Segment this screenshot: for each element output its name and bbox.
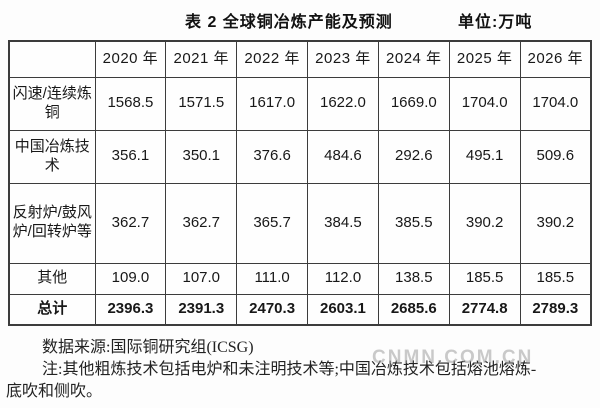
value-cell: 495.1: [448, 129, 521, 184]
value-cell: 109.0: [94, 262, 167, 295]
value-cell: 1617.0: [236, 76, 309, 131]
year-header-cell: 2022 年: [236, 40, 309, 78]
value-cell: 1704.0: [519, 76, 592, 131]
value-cell: 384.5: [307, 182, 379, 264]
value-cell: 2603.1: [307, 293, 379, 326]
value-cell: 376.6: [236, 129, 309, 184]
value-cell: 390.2: [519, 182, 592, 264]
year-header-cell: 2025 年: [448, 40, 521, 78]
year-header-cell: 2024 年: [377, 40, 450, 78]
value-cell: 112.0: [307, 262, 379, 295]
value-cell: 356.1: [94, 129, 167, 184]
capacity-table: 2020 年 2021 年 2022 年 2023 年 2024 年 2025 …: [8, 40, 592, 326]
value-cell: 2396.3: [94, 293, 167, 326]
value-cell: 138.5: [377, 262, 450, 295]
table-header-row: 2020 年 2021 年 2022 年 2023 年 2024 年 2025 …: [8, 40, 592, 78]
value-cell: 2391.3: [165, 293, 238, 326]
value-cell: 185.5: [448, 262, 521, 295]
value-cell: 365.7: [236, 182, 309, 264]
year-header-cell: 2021 年: [165, 40, 238, 78]
table-row: 闪速/连续炼铜 1568.5 1571.5 1617.0 1622.0 1669…: [8, 76, 592, 131]
value-cell: 1704.0: [448, 76, 521, 131]
value-cell: 2470.3: [236, 293, 309, 326]
table-row: 反射炉/鼓风炉/回转炉等 362.7 362.7 365.7 384.5 385…: [8, 182, 592, 264]
source-note: 数据来源:国际铜研究组(ICSG): [42, 339, 254, 356]
technical-note-line2: 底吹和侧吹。: [6, 383, 103, 400]
value-cell: 1622.0: [307, 76, 379, 131]
row-label: 其他: [8, 262, 96, 295]
corner-cell: [8, 40, 96, 78]
value-cell: 1568.5: [94, 76, 167, 131]
value-cell: 292.6: [377, 129, 450, 184]
title-row: 表 2 全球铜冶炼产能及预测 单位:万吨: [0, 6, 600, 31]
year-header-cell: 2023 年: [307, 40, 379, 78]
value-cell: 390.2: [448, 182, 521, 264]
value-cell: 185.5: [519, 262, 592, 295]
value-cell: 484.6: [307, 129, 379, 184]
footnotes: 数据来源:国际铜研究组(ICSG) 注:其他粗炼技术包括电炉和未注明技术等;中国…: [6, 337, 594, 403]
row-label: 闪速/连续炼铜: [8, 76, 96, 131]
value-cell: 350.1: [165, 129, 238, 184]
value-cell: 111.0: [236, 262, 309, 295]
table-row: 中国冶炼技术 356.1 350.1 376.6 484.6 292.6 495…: [8, 129, 592, 184]
value-cell: 362.7: [165, 182, 238, 264]
value-cell: 509.6: [519, 129, 592, 184]
value-cell: 107.0: [165, 262, 238, 295]
value-cell: 1669.0: [377, 76, 450, 131]
value-cell: 2789.3: [519, 293, 592, 326]
table-total-row: 总计 2396.3 2391.3 2470.3 2603.1 2685.6 27…: [8, 293, 592, 326]
value-cell: 2685.6: [377, 293, 450, 326]
row-label: 反射炉/鼓风炉/回转炉等: [8, 182, 96, 264]
year-header-cell: 2026 年: [519, 40, 592, 78]
technical-note-line1: 注:其他粗炼技术包括电炉和未注明技术等;中国冶炼技术包括熔池熔炼-: [42, 361, 537, 378]
value-cell: 362.7: [94, 182, 167, 264]
row-label: 中国冶炼技术: [8, 129, 96, 184]
value-cell: 385.5: [377, 182, 450, 264]
year-header-cell: 2020 年: [94, 40, 167, 78]
page-title: 表 2 全球铜冶炼产能及预测: [185, 14, 393, 31]
row-label: 总计: [8, 293, 96, 326]
value-cell: 1571.5: [165, 76, 238, 131]
unit-label: 单位:万吨: [458, 14, 533, 31]
value-cell: 2774.8: [448, 293, 521, 326]
table-row: 其他 109.0 107.0 111.0 112.0 138.5 185.5 1…: [8, 262, 592, 295]
